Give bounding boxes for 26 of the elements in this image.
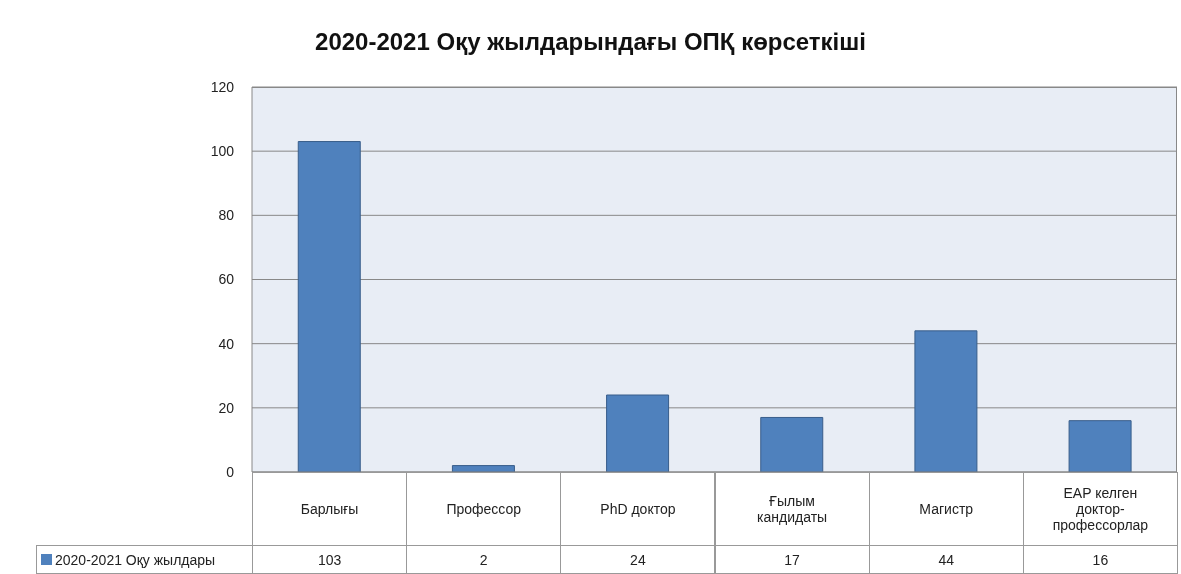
legend-label: 2020-2021 Оқу жылдары <box>55 551 216 568</box>
x-tick-label: Магистр <box>868 472 1024 546</box>
x-tick-label: Профессор <box>406 472 562 546</box>
x-tick-label: Ғылым кандидаты <box>714 472 870 546</box>
data-label: 2 <box>406 545 562 574</box>
y-tick-label: 60 <box>218 271 235 288</box>
bar <box>297 141 361 472</box>
data-label: 16 <box>1022 545 1178 574</box>
chart-title: 2020-2021 Оқу жылдарындағы ОПҚ көрсеткіші <box>314 28 867 56</box>
y-tick-label: 80 <box>218 207 235 224</box>
x-tick-label: EAP келген доктор-профессорлар <box>1022 472 1178 546</box>
bar <box>606 394 670 472</box>
data-label: 24 <box>560 545 716 574</box>
bar <box>760 416 824 472</box>
data-label: 17 <box>714 545 870 574</box>
data-label: 103 <box>252 545 408 574</box>
bar <box>914 330 978 472</box>
y-tick-label: 100 <box>210 143 235 160</box>
y-tick-label: 120 <box>210 78 235 95</box>
x-tick-label: PhD доктор <box>560 472 716 546</box>
y-tick-label: 40 <box>218 335 235 352</box>
y-tick-label: 20 <box>218 399 235 416</box>
data-label: 44 <box>868 545 1024 574</box>
x-tick-label: Барлығы <box>252 472 408 546</box>
y-tick-label: 0 <box>226 463 235 480</box>
bar <box>1068 420 1132 472</box>
